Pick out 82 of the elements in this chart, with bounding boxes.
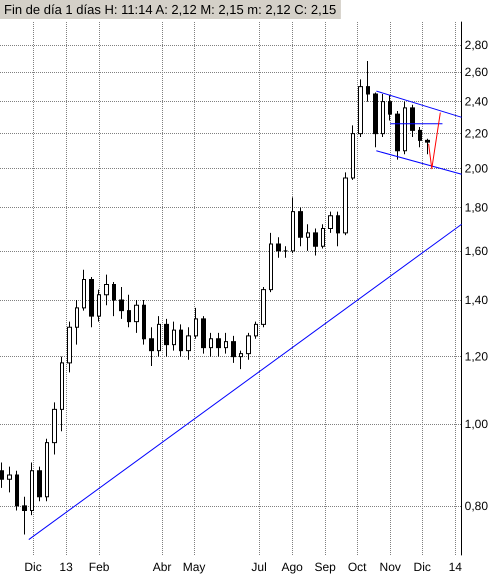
candlestick [231, 335, 236, 364]
candlestick [366, 60, 370, 102]
candlestick [254, 321, 258, 340]
y-tick-label: 1,20 [464, 350, 488, 364]
candlestick [22, 496, 27, 536]
candlestick [82, 269, 86, 312]
candlestick [15, 470, 19, 511]
candlestick [373, 92, 378, 148]
candlestick [351, 124, 355, 180]
candlestick [418, 126, 422, 148]
candlestick [425, 138, 430, 155]
y-tick-label: 2,00 [464, 162, 488, 176]
candlestick [186, 326, 191, 360]
candlestick [201, 316, 206, 354]
candlestick [283, 246, 288, 258]
candlestick [328, 211, 333, 234]
candlestick [60, 356, 64, 432]
candlestick [209, 332, 213, 358]
candlestick [142, 299, 146, 346]
candlestick [261, 286, 266, 328]
candlestick [52, 402, 57, 455]
candlestick [388, 95, 392, 122]
candlestick [157, 316, 161, 358]
x-tick-label: Dic [24, 560, 42, 574]
candlestick [172, 321, 176, 352]
candlestick [313, 228, 318, 256]
candlestick [403, 101, 407, 155]
chart-title: Fin de día 1 días H: 11:14 A: 2,12 M: 2,15 m: 2,12 C: 2,15 [4, 2, 336, 17]
candlestick [269, 232, 273, 293]
candlestick [358, 78, 363, 138]
candlestick [30, 462, 34, 516]
candlestick [276, 236, 281, 258]
candlestick [119, 286, 124, 320]
candlestick [336, 211, 340, 247]
candlestick [239, 350, 243, 370]
candlestick [343, 172, 348, 236]
x-tick-label: 14 [448, 560, 462, 574]
y-tick-label: 2,60 [464, 65, 488, 80]
candlestick [381, 94, 385, 138]
x-tick-label: Abr [152, 560, 172, 574]
candlestick [97, 289, 101, 322]
candlestick [164, 318, 169, 358]
candlestick [179, 324, 183, 358]
x-tick-label: Jul [251, 560, 267, 574]
candlestick [112, 282, 116, 317]
candlestick [298, 206, 303, 247]
candlestick [291, 196, 295, 254]
candlestick [216, 332, 221, 358]
y-tick-label: 0,80 [464, 498, 488, 513]
y-tick-label: 1,80 [464, 200, 488, 214]
x-tick-label: Feb [88, 560, 110, 574]
candlestick [127, 294, 131, 328]
candlestick [7, 466, 12, 493]
candlestick [194, 307, 198, 340]
x-tick-label: Dic [414, 560, 431, 574]
candlestick [104, 274, 109, 306]
y-tick-label: 1,60 [464, 244, 488, 258]
candlestick [246, 332, 251, 360]
candlestick [149, 326, 154, 366]
x-tick-label: Nov [380, 560, 401, 574]
candlestick [45, 438, 49, 502]
x-tick-label: May [182, 560, 206, 574]
x-tick-label: Ago [281, 560, 304, 574]
y-tick-label: 2,20 [464, 126, 488, 141]
candlestick [67, 321, 72, 373]
y-tick-label: 2,40 [464, 94, 488, 109]
y-tick-label: 1,00 [464, 416, 488, 431]
x-tick-label: 13 [59, 560, 74, 574]
candlestick [395, 110, 400, 160]
candlestick [134, 299, 139, 334]
x-tick-label: Sep [314, 560, 336, 574]
candlestick [75, 299, 79, 346]
candlestick [410, 104, 415, 138]
candlestick [224, 332, 228, 354]
y-tick-label: 2,80 [464, 38, 488, 52]
candlestick [306, 224, 310, 252]
y-tick-label: 1,40 [464, 292, 488, 307]
candlestick [89, 276, 94, 328]
candlestick [0, 462, 4, 488]
x-tick-label: Oct [348, 560, 368, 574]
candlestick [321, 224, 325, 250]
candlestick [37, 466, 42, 502]
